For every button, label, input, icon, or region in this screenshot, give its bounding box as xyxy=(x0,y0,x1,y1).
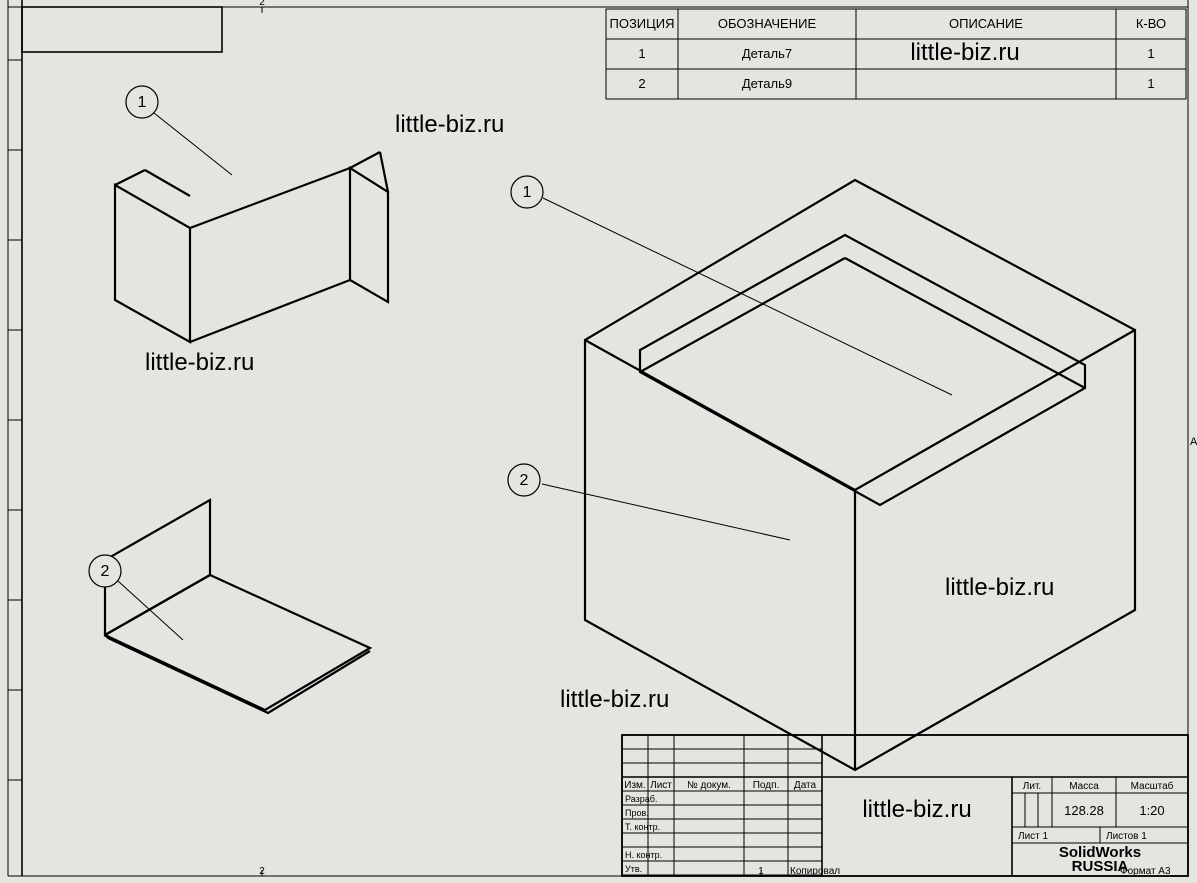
bom-header: К-ВО xyxy=(1136,16,1166,31)
tb-sig-header: Дата xyxy=(794,780,817,791)
bom-header: ОПИСАНИЕ xyxy=(949,16,1023,31)
drawing-svg: 1 2 1 2 little-biz.ru little-biz.ru little-biz… xyxy=(0,0,1197,883)
bom-desc-overlay: little-biz.ru xyxy=(910,39,1019,66)
bom-cell: Деталь7 xyxy=(742,46,792,61)
tb-sig-header: № докум. xyxy=(687,780,731,791)
watermark-text: little-biz.ru xyxy=(560,686,669,713)
tb-right-hdr: Масса xyxy=(1069,781,1099,792)
bom-cell: 1 xyxy=(1147,76,1154,91)
tb-sig-role: Т. контр. xyxy=(625,822,660,832)
bom-cell: Деталь9 xyxy=(742,76,792,91)
balloon-label: 2 xyxy=(520,472,529,489)
tb-mid-text: little-biz.ru xyxy=(862,796,971,823)
footer-format: Формат А3 xyxy=(1120,866,1171,877)
bom-cell: 1 xyxy=(638,46,645,61)
watermark-text: little-biz.ru xyxy=(945,574,1054,601)
tb-sheet: Лист 1 xyxy=(1018,831,1049,842)
watermark-text: little-biz.ru xyxy=(145,349,254,376)
tb-sig-role: Утв. xyxy=(625,864,642,874)
tb-right-hdr: Масштаб xyxy=(1131,780,1174,792)
drawing-sheet: 1 2 1 2 little-biz.ru little-biz.ru little-biz… xyxy=(0,0,1197,883)
tb-sig-header: Изм. xyxy=(624,780,645,791)
zone-label: 2 xyxy=(259,866,265,877)
tb-sig-header: Подп. xyxy=(753,780,780,791)
bom-cell: 2 xyxy=(638,76,645,91)
tb-sig-header: Лист xyxy=(650,780,672,791)
footer-kopiroval: Копировал xyxy=(790,866,840,877)
tb-right-hdr: Лит. xyxy=(1023,781,1041,792)
zone-label: A xyxy=(1190,436,1197,448)
tb-sig-role: Пров. xyxy=(625,808,649,818)
tb-sig-role: Разраб. xyxy=(625,794,657,804)
bom-header: ПОЗИЦИЯ xyxy=(610,16,675,31)
watermark-text: little-biz.ru xyxy=(395,111,504,138)
bom-header: ОБОЗНАЧЕНИЕ xyxy=(718,16,817,31)
tb-mass: 128.28 xyxy=(1064,803,1104,818)
balloon-label: 1 xyxy=(523,184,532,201)
balloon-label: 2 xyxy=(101,563,110,580)
balloon-label: 1 xyxy=(138,94,147,111)
zone-label: 2 xyxy=(259,0,265,8)
tb-scale: 1:20 xyxy=(1139,803,1164,818)
sheet-bg xyxy=(0,0,1197,883)
tb-sheets: Листов 1 xyxy=(1106,831,1147,842)
tb-sig-role: Н. контр. xyxy=(625,850,662,860)
bom-cell: 1 xyxy=(1147,46,1154,61)
